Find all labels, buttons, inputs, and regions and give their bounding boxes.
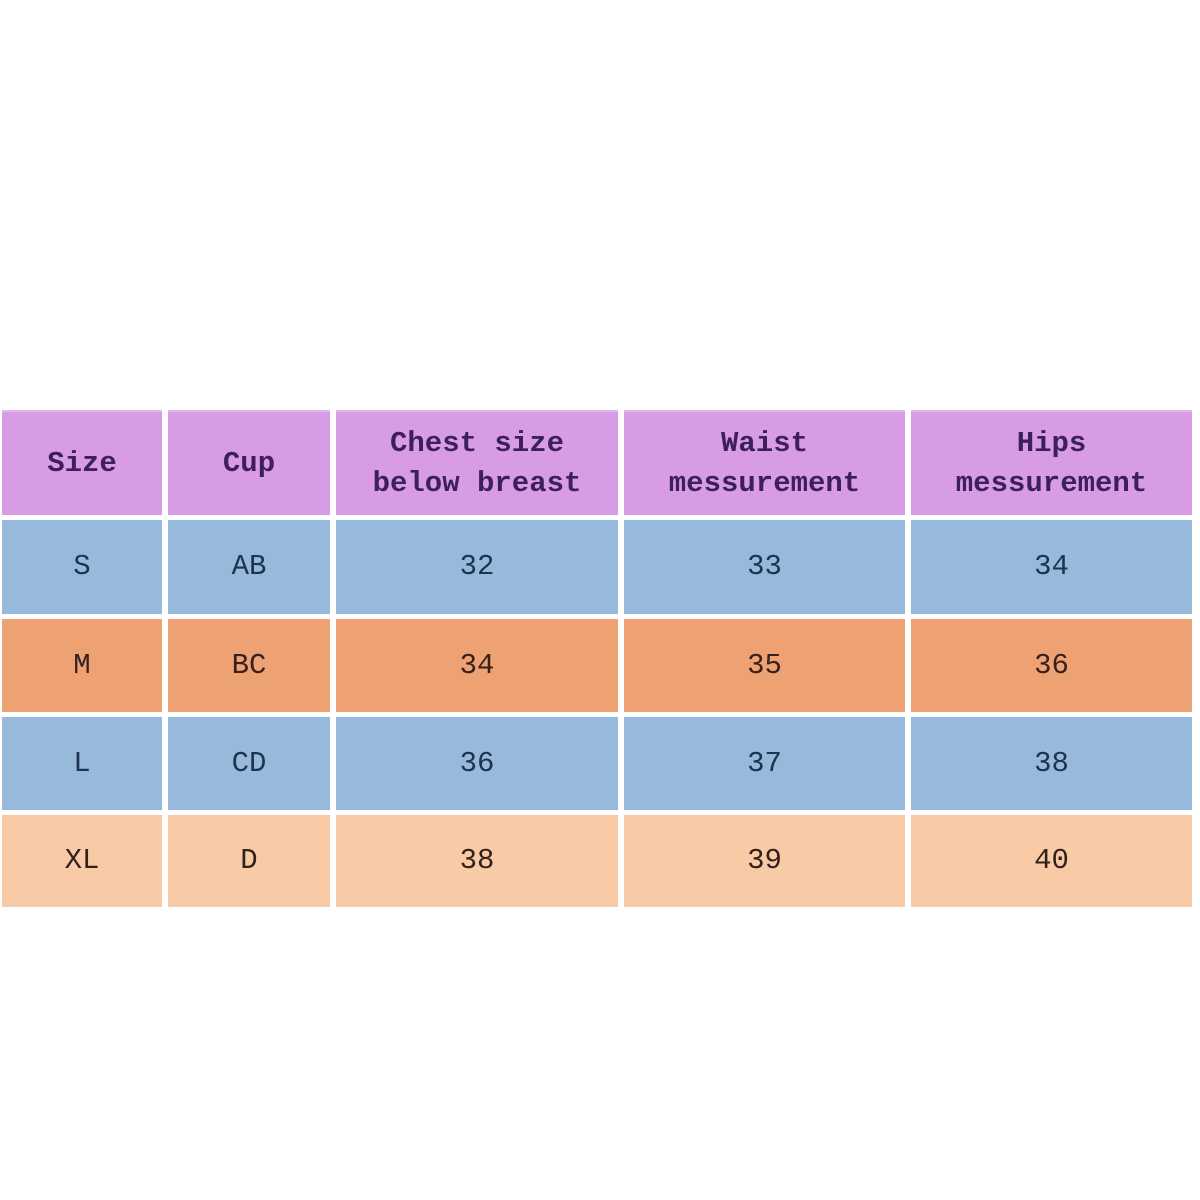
table-cell-size-s: S (2, 520, 162, 614)
header-size: Size (2, 412, 162, 515)
header-waist: Waist messurement (624, 412, 905, 515)
table-cell-size-xl: XL (2, 815, 162, 907)
table-cell-chest-s: 32 (336, 520, 618, 614)
table-cell-chest-m: 34 (336, 619, 618, 712)
table-cell-cup-l: CD (168, 717, 330, 810)
table-cell-cup-xl: D (168, 815, 330, 907)
table-cell-size-m: M (2, 619, 162, 712)
table-cell-waist-m: 35 (624, 619, 905, 712)
table-cell-hips-xl: 40 (911, 815, 1192, 907)
table-cell-waist-l: 37 (624, 717, 905, 810)
header-hips: Hips messurement (911, 412, 1192, 515)
table-cell-size-l: L (2, 717, 162, 810)
table-cell-chest-xl: 38 (336, 815, 618, 907)
header-cup: Cup (168, 412, 330, 515)
table-cell-hips-l: 38 (911, 717, 1192, 810)
table-cell-chest-l: 36 (336, 717, 618, 810)
table-cell-cup-m: BC (168, 619, 330, 712)
table-cell-waist-xl: 39 (624, 815, 905, 907)
table-cell-hips-s: 34 (911, 520, 1192, 614)
table-cell-waist-s: 33 (624, 520, 905, 614)
header-chest-size: Chest size below breast (336, 412, 618, 515)
table-cell-hips-m: 36 (911, 619, 1192, 712)
size-chart-table: Size Cup Chest size below breast Waist m… (2, 412, 1192, 907)
table-cell-cup-s: AB (168, 520, 330, 614)
